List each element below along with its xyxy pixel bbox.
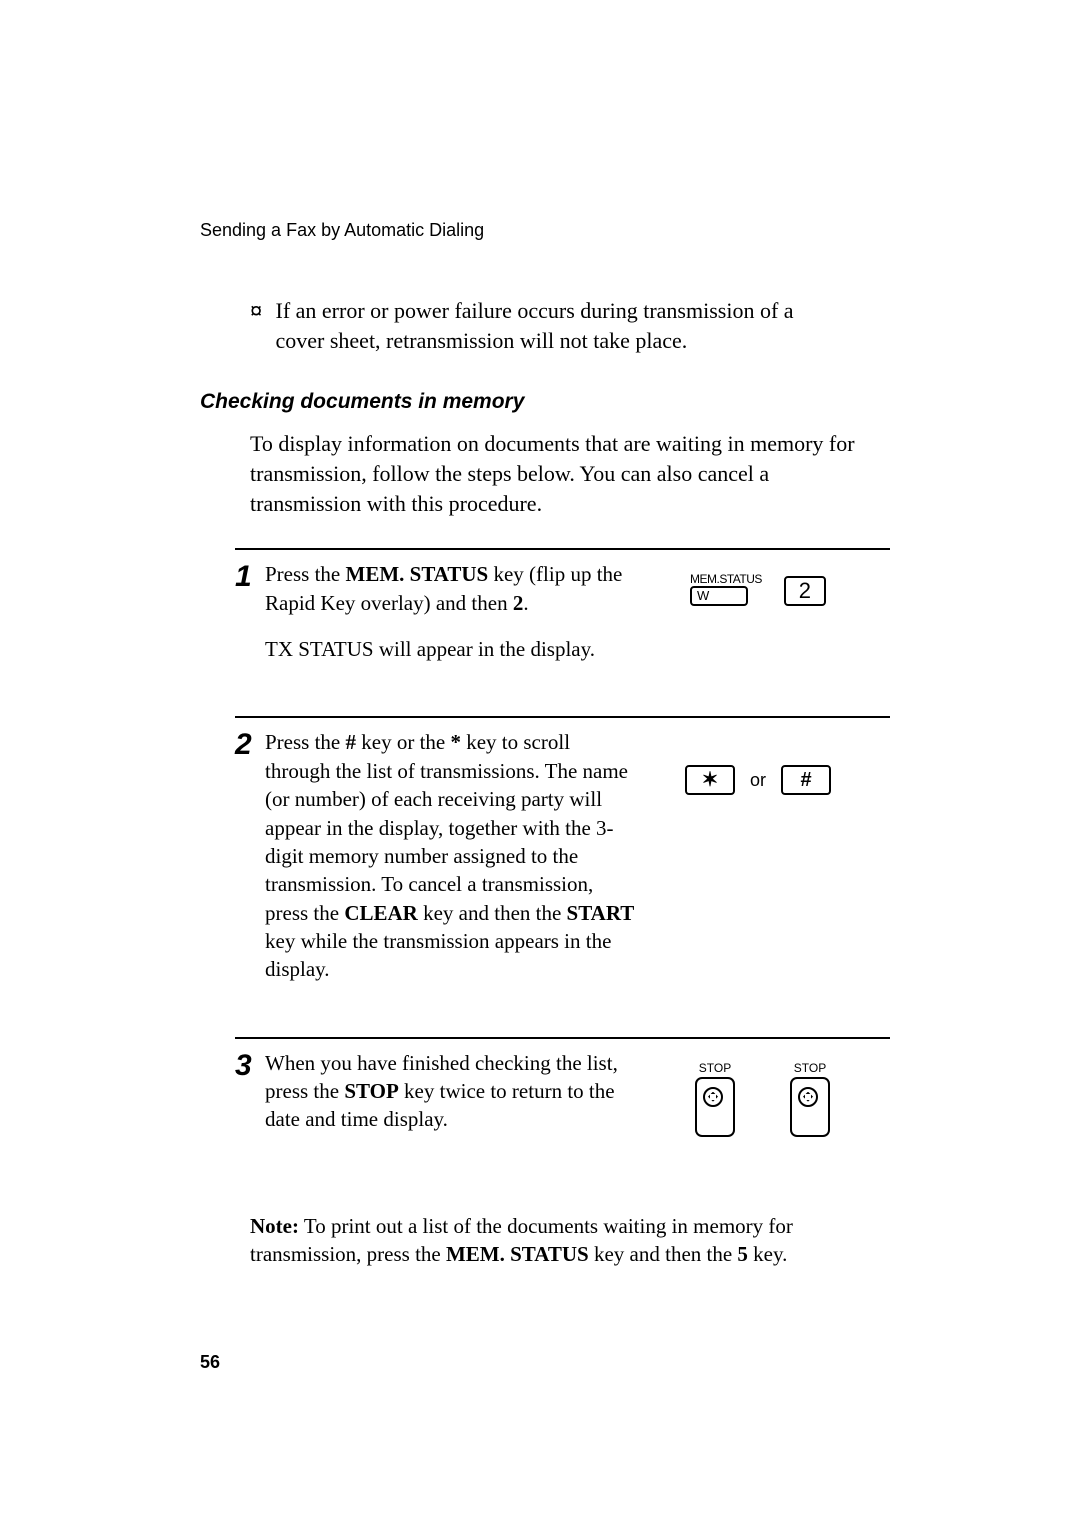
stop-key-group: STOP <box>790 1061 830 1137</box>
text: key. <box>748 1242 787 1266</box>
hash-key-icon: # <box>781 765 831 795</box>
step-graphic: MEM.STATUS W 2 <box>655 560 875 606</box>
intro-paragraph: To display information on documents that… <box>250 429 870 518</box>
step-text: When you have finished checking the list… <box>265 1049 655 1152</box>
text: key or the <box>356 730 450 754</box>
stop-label: STOP <box>794 1061 826 1075</box>
step-text: Press the # key or the * key to scroll t… <box>265 728 655 1001</box>
step-3: 3 When you have finished checking the li… <box>235 1037 890 1187</box>
step-graphic: ✶ or # <box>655 728 875 795</box>
step-number: 2 <box>235 728 265 760</box>
step-graphic: STOP STOP <box>655 1049 875 1137</box>
key-name: * <box>450 730 461 754</box>
step-subtext: TX STATUS will appear in the display. <box>265 635 635 663</box>
key-name: CLEAR <box>344 901 418 925</box>
step-number: 3 <box>235 1049 265 1081</box>
stop-label: STOP <box>699 1061 731 1075</box>
mem-status-key-group: MEM.STATUS W <box>690 572 762 606</box>
text: key and then the <box>418 901 567 925</box>
text: Press the <box>265 730 346 754</box>
text: Press the <box>265 562 346 586</box>
section-heading: Checking documents in memory <box>200 390 890 414</box>
note-text: If an error or power failure occurs duri… <box>276 296 836 355</box>
text: key and then the <box>589 1242 738 1266</box>
text: key to scroll through the list of transm… <box>265 730 628 924</box>
key-name: STOP <box>344 1079 398 1103</box>
mem-status-key-icon: W <box>690 586 748 606</box>
page: Sending a Fax by Automatic Dialing ¤ If … <box>0 0 1080 1528</box>
key-name: MEM. STATUS <box>346 562 489 586</box>
stop-key-group: STOP <box>695 1061 735 1137</box>
stop-key-icon <box>695 1077 735 1137</box>
key-name: START <box>567 901 635 925</box>
key-name: 2 <box>513 591 524 615</box>
step-text: Press the MEM. STATUS key (flip up the R… <box>265 560 655 681</box>
bullet-icon: ¤ <box>250 296 270 326</box>
mem-status-label: MEM.STATUS <box>690 572 762 586</box>
key-name: 5 <box>737 1242 748 1266</box>
steps-list: 1 Press the MEM. STATUS key (flip up the… <box>235 548 890 1186</box>
stop-key-icon <box>790 1077 830 1137</box>
key-name: MEM. STATUS <box>446 1242 589 1266</box>
note-label: Note: <box>250 1214 299 1238</box>
step-2: 2 Press the # key or the * key to scroll… <box>235 716 890 1036</box>
text: key while the transmission appears in th… <box>265 929 611 981</box>
or-text: or <box>750 770 766 791</box>
running-header: Sending a Fax by Automatic Dialing <box>200 220 890 241</box>
key-name: # <box>346 730 357 754</box>
text: . <box>523 591 528 615</box>
number-2-key-icon: 2 <box>784 576 826 606</box>
cover-sheet-note: ¤ If an error or power failure occurs du… <box>250 296 890 355</box>
step-number: 1 <box>235 560 265 592</box>
page-number: 56 <box>200 1352 220 1373</box>
star-key-icon: ✶ <box>685 765 735 795</box>
footnote: Note: To print out a list of the documen… <box>250 1212 870 1269</box>
step-1: 1 Press the MEM. STATUS key (flip up the… <box>235 548 890 716</box>
